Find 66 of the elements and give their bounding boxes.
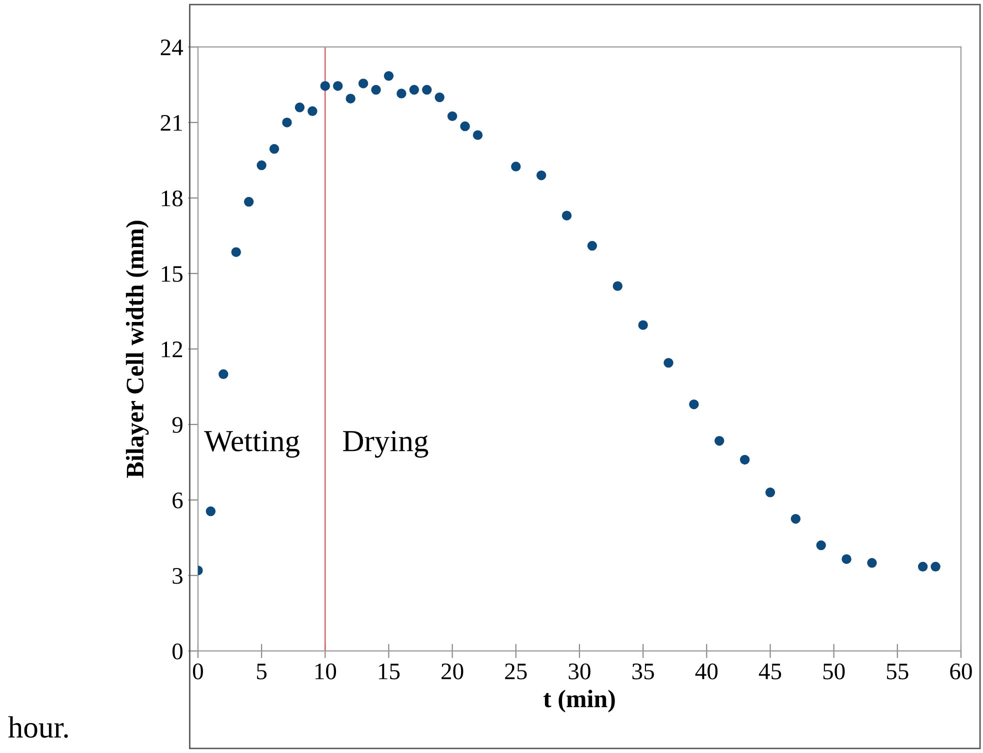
point: [358, 78, 368, 88]
point: [816, 540, 826, 550]
point: [689, 399, 699, 410]
point: [371, 84, 381, 95]
x-tick-label: 5: [257, 664, 267, 680]
point: [918, 562, 928, 572]
y-tick-label: 18: [162, 190, 182, 206]
y-tick-label: 0: [172, 643, 182, 660]
point: [384, 71, 394, 81]
point: [930, 562, 940, 572]
point: [231, 247, 241, 257]
y-tick-label: 6: [172, 492, 183, 508]
x-tick-label: 45: [758, 664, 782, 680]
point: [612, 281, 622, 291]
point: [714, 436, 724, 446]
point: [434, 92, 444, 102]
y-axis-title: Bilayer Cell width (mm): [126, 220, 149, 478]
x-tick-label: 35: [632, 664, 654, 680]
x-tick-label: 60: [950, 663, 972, 680]
point: [472, 130, 483, 140]
x-tick-label: 15: [379, 664, 400, 680]
y-tick-label: 9: [172, 417, 182, 433]
annotation: Wetting: [204, 430, 300, 458]
point: [842, 554, 852, 564]
y-tick-label: 21: [160, 115, 182, 131]
point: [333, 81, 343, 91]
x-tick-label: 55: [886, 664, 908, 680]
point: [511, 162, 521, 172]
point: [740, 454, 750, 465]
x-tick-label: 30: [568, 663, 590, 680]
point: [269, 144, 280, 154]
x-axis-title: t (min): [543, 690, 615, 712]
point: [664, 358, 674, 368]
point: [396, 88, 406, 98]
point: [447, 111, 458, 122]
point: [308, 106, 318, 116]
point: [218, 369, 228, 380]
y-tick-label: 15: [162, 266, 182, 282]
y-tick-label: 12: [162, 342, 182, 358]
annotation: Drying: [343, 430, 428, 458]
x-tick-label: 20: [442, 663, 464, 680]
point: [256, 160, 266, 170]
point: [422, 84, 432, 95]
x-tick-label: 50: [823, 663, 845, 680]
point: [765, 488, 776, 498]
y-tick-label: 3: [172, 568, 182, 584]
x-tick-label: 0: [192, 663, 203, 680]
y-tick-label: 24: [160, 40, 184, 56]
text: hour.: [8, 716, 68, 738]
x-tick-label: 40: [695, 663, 718, 680]
point: [294, 102, 305, 112]
point: [320, 81, 330, 91]
point: [346, 94, 356, 104]
point: [587, 240, 598, 251]
point: [562, 210, 572, 220]
point: [206, 506, 216, 516]
point: [867, 558, 877, 568]
point: [409, 84, 420, 95]
point: [638, 320, 648, 330]
point: [536, 170, 546, 180]
point: [790, 514, 801, 524]
x-tick-label: 25: [505, 664, 527, 680]
point: [460, 121, 470, 132]
point: [282, 118, 292, 128]
point: [244, 196, 254, 207]
x-tick-label: 10: [315, 663, 336, 680]
